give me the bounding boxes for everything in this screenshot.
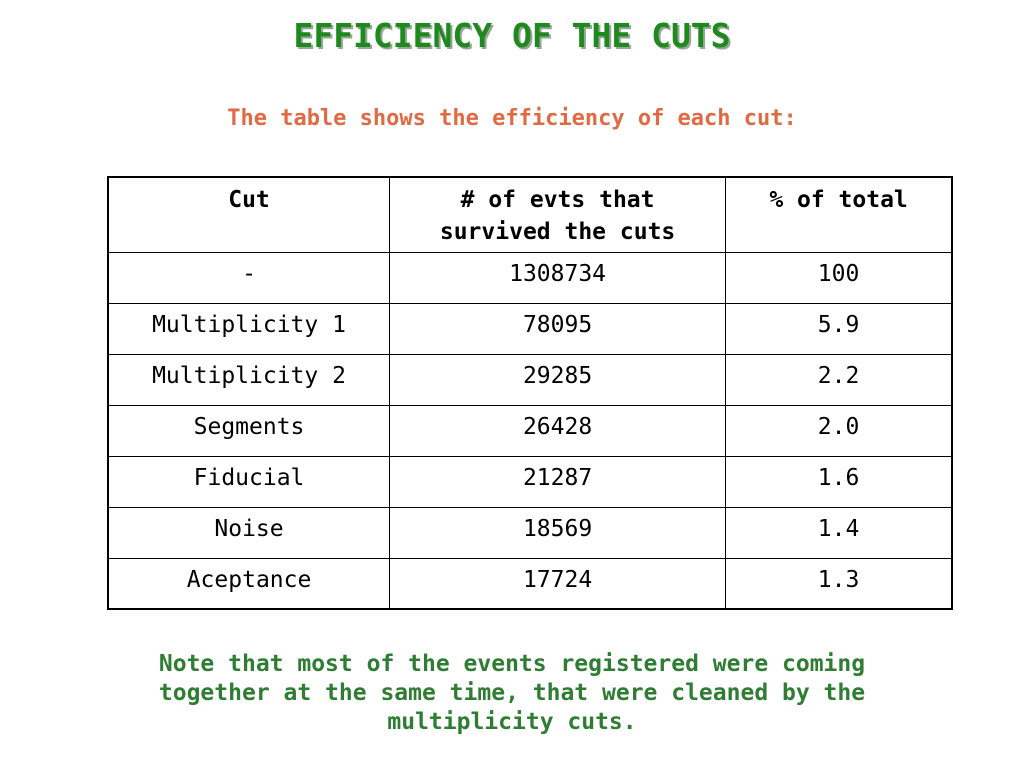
note-line-1: Note that most of the events registered … [158,651,866,677]
table-header-row: Cut # of evts that survived the cuts % o… [107,176,953,253]
table-row: Noise 18569 1.4 [107,506,953,559]
table-row: - 1308734 100 [107,251,953,304]
note-line-3: multiplicity cuts. [387,709,637,735]
cell-events: 18569 [389,506,727,559]
cell-cut: Aceptance [107,557,391,610]
cell-percent: 1.6 [725,455,953,508]
cell-percent: 5.9 [725,302,953,355]
cell-percent: 1.3 [725,557,953,610]
slide-note: Note that most of the events registered … [40,650,984,737]
table-row: Fiducial 21287 1.6 [107,455,953,508]
cell-cut: Multiplicity 2 [107,353,391,406]
cell-cut: Segments [107,404,391,457]
cell-events: 78095 [389,302,727,355]
cell-events: 17724 [389,557,727,610]
header-percent: % of total [725,176,953,253]
cell-cut: Multiplicity 1 [107,302,391,355]
header-events: # of evts that survived the cuts [389,176,727,253]
cell-events: 1308734 [389,251,727,304]
header-events-line2: survived the cuts [439,219,676,245]
note-line-2: together at the same time, that were cle… [158,680,866,706]
cell-cut: Fiducial [107,455,391,508]
cell-cut: Noise [107,506,391,559]
cell-events: 21287 [389,455,727,508]
table-row: Multiplicity 2 29285 2.2 [107,353,953,406]
cell-percent: 1.4 [725,506,953,559]
cell-cut: - [107,251,391,304]
table-row: Segments 26428 2.0 [107,404,953,457]
slide-title: EFFICIENCY OF THE CUTS [293,16,731,55]
cell-percent: 2.2 [725,353,953,406]
slide-subtitle: The table shows the efficiency of each c… [227,106,797,131]
cell-percent: 100 [725,251,953,304]
header-events-line1: # of evts that [460,187,655,213]
table-row: Multiplicity 1 78095 5.9 [107,302,953,355]
efficiency-table: Cut # of evts that survived the cuts % o… [107,176,953,610]
cell-events: 26428 [389,404,727,457]
table-row: Aceptance 17724 1.3 [107,557,953,610]
cell-events: 29285 [389,353,727,406]
cell-percent: 2.0 [725,404,953,457]
header-cut: Cut [107,176,391,253]
